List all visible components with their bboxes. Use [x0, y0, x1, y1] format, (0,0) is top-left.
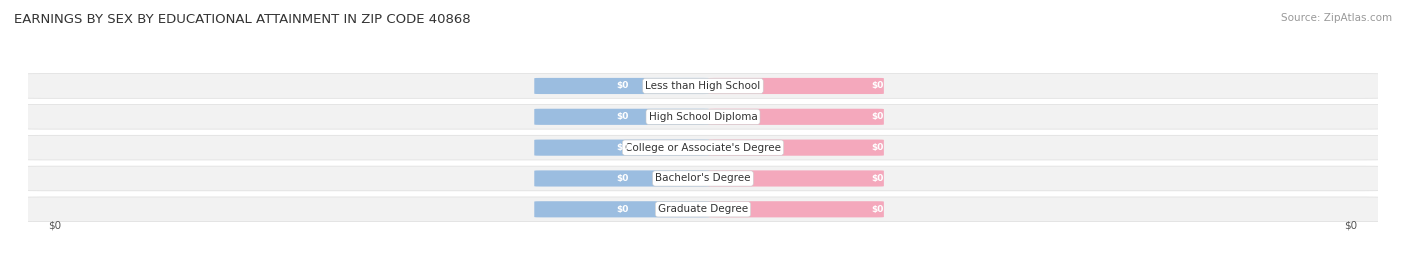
- Text: $0: $0: [616, 81, 628, 91]
- Text: Bachelor's Degree: Bachelor's Degree: [655, 173, 751, 184]
- Text: EARNINGS BY SEX BY EDUCATIONAL ATTAINMENT IN ZIP CODE 40868: EARNINGS BY SEX BY EDUCATIONAL ATTAINMEN…: [14, 13, 471, 27]
- Text: $0: $0: [870, 143, 883, 152]
- Text: $0: $0: [616, 174, 628, 183]
- FancyBboxPatch shape: [534, 140, 710, 156]
- Text: $0: $0: [870, 81, 883, 91]
- Text: High School Diploma: High School Diploma: [648, 112, 758, 122]
- Text: $0: $0: [870, 112, 883, 121]
- Text: $0: $0: [1344, 220, 1358, 230]
- FancyBboxPatch shape: [709, 170, 884, 187]
- FancyBboxPatch shape: [534, 170, 710, 187]
- FancyBboxPatch shape: [534, 78, 710, 94]
- FancyBboxPatch shape: [14, 135, 1392, 160]
- FancyBboxPatch shape: [709, 201, 884, 217]
- FancyBboxPatch shape: [709, 140, 884, 156]
- FancyBboxPatch shape: [14, 74, 1392, 98]
- FancyBboxPatch shape: [14, 105, 1392, 129]
- Text: Graduate Degree: Graduate Degree: [658, 204, 748, 214]
- Text: $0: $0: [870, 205, 883, 214]
- Text: $0: $0: [48, 220, 62, 230]
- Text: $0: $0: [616, 205, 628, 214]
- FancyBboxPatch shape: [534, 109, 710, 125]
- FancyBboxPatch shape: [534, 201, 710, 217]
- Text: $0: $0: [616, 143, 628, 152]
- FancyBboxPatch shape: [14, 166, 1392, 191]
- Text: $0: $0: [616, 112, 628, 121]
- FancyBboxPatch shape: [709, 109, 884, 125]
- Text: College or Associate's Degree: College or Associate's Degree: [626, 143, 780, 153]
- Text: Less than High School: Less than High School: [645, 81, 761, 91]
- Text: Source: ZipAtlas.com: Source: ZipAtlas.com: [1281, 13, 1392, 23]
- FancyBboxPatch shape: [709, 78, 884, 94]
- FancyBboxPatch shape: [14, 197, 1392, 222]
- Text: $0: $0: [870, 174, 883, 183]
